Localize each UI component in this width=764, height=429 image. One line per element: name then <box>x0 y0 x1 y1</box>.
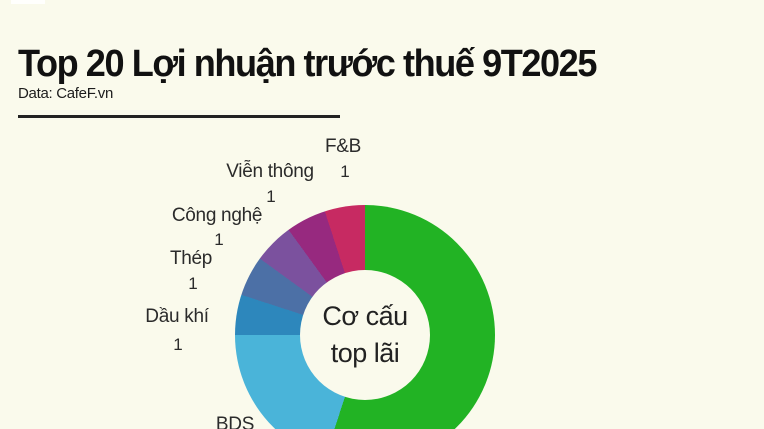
slice-label-vien-thong: Viễn thông <box>226 161 314 182</box>
center-label-line2: top lãi <box>330 338 400 368</box>
slice-label-cong-nghe: Công nghệ <box>171 205 263 226</box>
slice-value-fnb: 1 <box>340 162 350 181</box>
slice-label-bds: BDS <box>215 414 255 429</box>
divider-line <box>18 115 340 118</box>
slice-value-vien-thong: 1 <box>266 187 276 206</box>
slice-label-fnb: F&B <box>324 136 362 157</box>
center-label-line1: Cơ cấu <box>322 301 408 331</box>
slice-value-thep: 1 <box>188 274 198 293</box>
slice-label-dau-khi: Dầu khí <box>145 306 209 327</box>
top-edge-highlight <box>11 0 45 4</box>
slice-value-cong-nghe: 1 <box>214 230 224 249</box>
slice-value-dau-khi: 1 <box>173 335 183 354</box>
donut-center: Cơ cấu top lãi <box>300 270 430 400</box>
data-source-label: Data: CafeF.vn <box>18 85 114 102</box>
page-title: Top 20 Lợi nhuận trước thuế 9T2025 <box>18 43 597 86</box>
slice-label-thep: Thép <box>169 248 213 269</box>
